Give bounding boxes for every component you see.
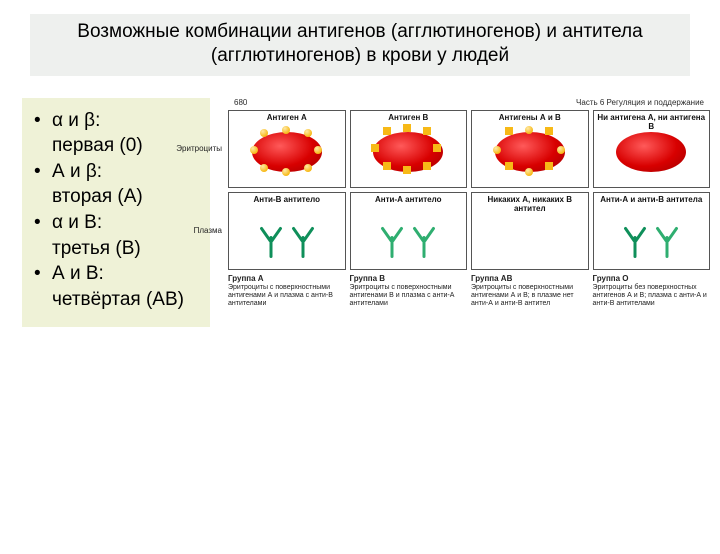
group-caption: Группа О Эритроциты без поверхностных ан… [593, 274, 711, 308]
bullet-icon: • [30, 210, 52, 261]
group-caption: Группа АВ Эритроциты с поверхностными ан… [471, 274, 589, 308]
caption-head: Группа АВ [471, 274, 512, 283]
antibody-icon [290, 214, 316, 258]
meta-left: 680 [234, 98, 247, 107]
rbc-icon [616, 132, 686, 172]
diagram-region: 680 Часть 6 Регуляция и поддержание Эрит… [228, 98, 710, 327]
rbc-icon [252, 132, 322, 172]
list-item: • α и В: третья (В) [30, 210, 202, 261]
antigen-cell-a: Антиген А [228, 110, 346, 188]
cell-label: Ни антигена А, ни антигена В [594, 113, 710, 131]
caption-body: Эритроциты с поверхностными антигенами А… [228, 284, 333, 307]
bullet-icon: • [30, 159, 52, 210]
rbc-icon [373, 132, 443, 172]
caption-head: Группа В [350, 274, 386, 283]
bullet-line-2: четвёртая (АВ) [52, 287, 202, 313]
bullet-line-2: третья (В) [52, 236, 202, 262]
row-label-erythrocytes: Эритроциты [176, 144, 222, 153]
antibody-row: Плазма Анти-В антитело Анти-А антитело Н… [228, 192, 710, 270]
bullet-icon: • [30, 261, 52, 312]
caption-head: Группа А [228, 274, 264, 283]
group-caption: Группа В Эритроциты с поверхностными ант… [350, 274, 468, 308]
antibody-icon [654, 214, 680, 258]
bullet-list: • α и β: первая (0) • А и β: вторая (А) … [22, 98, 210, 327]
bullet-line-2: вторая (А) [52, 184, 202, 210]
antigen-cell-o: Ни антигена А, ни антигена В [593, 110, 711, 188]
cell-label: Антиген В [351, 113, 467, 122]
antibody-icon [622, 214, 648, 258]
bullet-line-1: А и В: [52, 263, 104, 284]
cell-label: Анти-А антитело [351, 195, 467, 204]
cell-label: Анти-А и анти-В антитела [594, 195, 710, 204]
antibody-cell-o: Анти-А и анти-В антитела [593, 192, 711, 270]
diagram-meta: 680 Часть 6 Регуляция и поддержание [228, 98, 710, 110]
meta-right: Часть 6 Регуляция и поддержание [576, 98, 704, 107]
page-title: Возможные комбинации антигенов (агглютин… [30, 14, 690, 76]
group-caption: Группа А Эритроциты с поверхностными ант… [228, 274, 346, 308]
list-item: • А и В: четвёртая (АВ) [30, 261, 202, 312]
caption-body: Эритроциты с поверхностными антигенами В… [350, 284, 455, 307]
antibody-icon [379, 214, 405, 258]
bullet-icon: • [30, 108, 52, 159]
antigen-cell-ab: Антигены А и В [471, 110, 589, 188]
caption-body: Эритроциты без поверхностных антигенов А… [593, 284, 707, 307]
antibody-cell-ab: Никаких А, никаких В антител [471, 192, 589, 270]
bullet-line-1: α и β: [52, 110, 100, 131]
cell-label: Антигены А и В [472, 113, 588, 122]
row-label-plasma: Плазма [176, 226, 222, 235]
bullet-line-1: А и β: [52, 161, 102, 182]
antigen-cell-b: Антиген В [350, 110, 468, 188]
bullet-line-1: α и В: [52, 212, 102, 233]
antigen-row: Эритроциты Антиген А Антиген В [228, 110, 710, 188]
caption-row: Группа А Эритроциты с поверхностными ант… [228, 274, 710, 308]
cell-label: Антиген А [229, 113, 345, 122]
list-item: • А и β: вторая (А) [30, 159, 202, 210]
caption-head: Группа О [593, 274, 629, 283]
caption-body: Эритроциты с поверхностными антигенами А… [471, 284, 574, 307]
content: • α и β: первая (0) • А и β: вторая (А) … [0, 98, 720, 327]
antibody-cell-b: Анти-А антитело [350, 192, 468, 270]
antibody-icon [411, 214, 437, 258]
rbc-icon [495, 132, 565, 172]
cell-label: Анти-В антитело [229, 195, 345, 204]
antibody-icon [258, 214, 284, 258]
antibody-cell-a: Анти-В антитело [228, 192, 346, 270]
